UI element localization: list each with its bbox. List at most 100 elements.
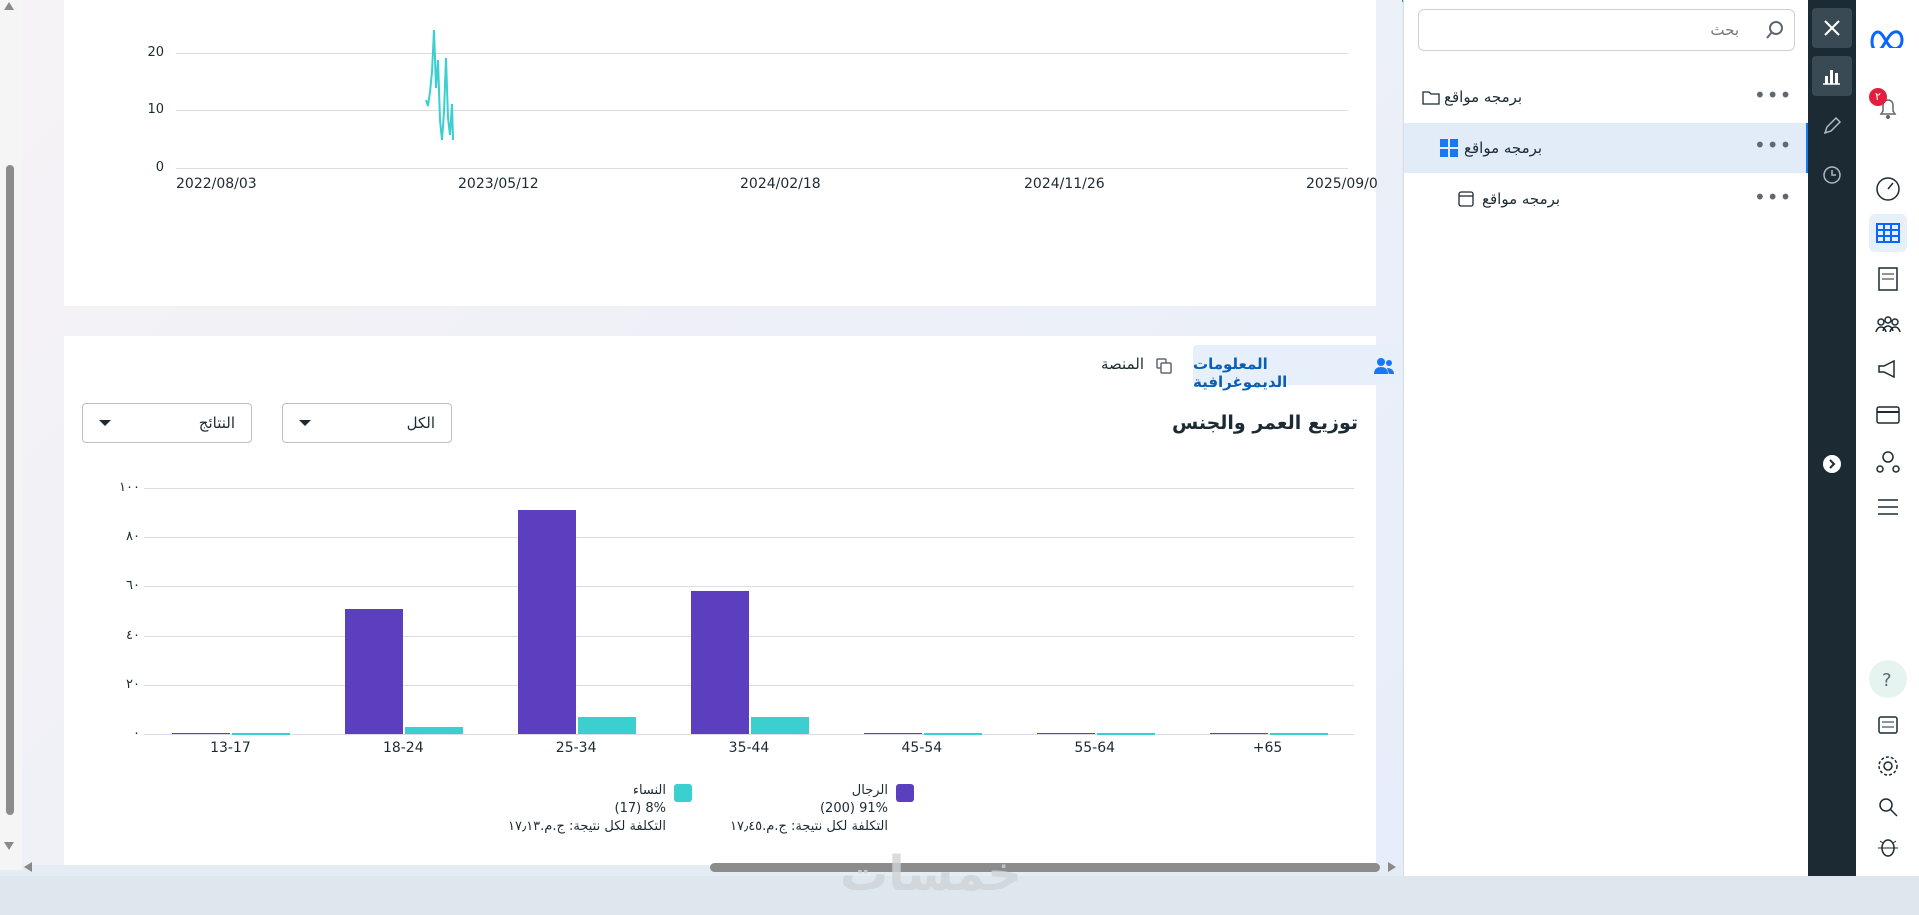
business-settings-button[interactable] (1869, 442, 1907, 480)
legend-share: 91% (200) (819, 801, 888, 816)
nav-item-campaign[interactable]: برمجه مواقع ••• (1404, 73, 1809, 123)
all-filter-dropdown[interactable]: الكل (282, 403, 452, 443)
news-button[interactable] (1869, 706, 1907, 744)
dropdown-value: النتائج (198, 414, 235, 432)
section-title: توزيع العمر والجنس (1171, 412, 1358, 434)
search-button[interactable] (1869, 788, 1907, 826)
bar-women-25-34[interactable] (578, 716, 637, 734)
ads-manager-button[interactable] (1869, 214, 1907, 252)
more-options-icon[interactable]: ••• (1754, 185, 1793, 209)
legend-men: الرجال 91% (200) التكلفة لكل نتيجة: ج.م.… (684, 782, 888, 836)
settings-button[interactable] (1869, 747, 1907, 785)
sessions-line (425, 29, 454, 141)
x-category-label: 13-17 (210, 740, 251, 756)
audiences-button[interactable] (1869, 306, 1907, 344)
nav-item-label: برمجه مواقع (1444, 88, 1523, 106)
x-category-label: 45-54 (901, 740, 943, 756)
tab-label: المعلومات الديموغرافية (1193, 355, 1288, 391)
scroll-left-arrow-icon[interactable] (24, 862, 32, 872)
more-options-icon[interactable]: ••• (1754, 83, 1793, 107)
vertical-scrollbar[interactable] (0, 0, 22, 870)
main-content: 20 10 0 2022/08/03 2023/05/12 2024/02/18… (22, 0, 1402, 865)
y-tick: ٨٠ (126, 529, 140, 545)
meta-logo-icon[interactable] (1868, 24, 1908, 48)
tool-bar (1808, 0, 1856, 876)
svg-text:?: ? (1882, 670, 1892, 691)
group-icon (1875, 316, 1901, 333)
charts-button[interactable] (1812, 56, 1852, 96)
bar-women-35-44[interactable] (751, 716, 809, 734)
x-tick: 2024/02/18 (740, 176, 821, 192)
x-category-label: 55-64 (1074, 740, 1116, 756)
report-bug-button[interactable] (1869, 828, 1907, 866)
gridline (176, 168, 1348, 169)
horizontal-scroll-thumb[interactable] (710, 863, 1380, 872)
y-tick: 10 (147, 102, 164, 117)
search-input[interactable] (1427, 16, 1741, 44)
bar-men-+65[interactable] (1209, 732, 1268, 735)
pages-button[interactable] (1869, 260, 1907, 298)
table-icon (1876, 223, 1900, 243)
y-tick: ١٠٠ (119, 480, 140, 495)
legend-cost: التكلفة لكل نتيجة: ج.م.١٧٫١٣ (508, 819, 666, 834)
watermark: خمسات (840, 846, 1022, 902)
help-button[interactable]: ? (1869, 660, 1907, 698)
gridline (176, 110, 1348, 111)
tab-demographics[interactable]: المعلومات الديموغرافية (1193, 345, 1402, 391)
billing-button[interactable] (1869, 396, 1907, 434)
more-options-icon[interactable]: ••• (1754, 133, 1793, 157)
close-button[interactable] (1812, 8, 1852, 48)
nav-item-adset[interactable]: برمجه مواقع ••• (1404, 123, 1809, 173)
notifications-button[interactable]: ٢ (1869, 88, 1907, 126)
expand-button[interactable] (1812, 444, 1852, 484)
scroll-up-arrow-icon[interactable] (4, 2, 14, 10)
history-button[interactable] (1812, 155, 1852, 195)
bar-women-+65[interactable] (1269, 733, 1328, 735)
legend-name: النساء (632, 783, 666, 798)
bar-men-18-24[interactable] (345, 608, 404, 734)
campaigns-button[interactable] (1869, 350, 1907, 388)
bar-men-35-44[interactable] (691, 591, 749, 734)
x-tick: 2022/08/03 (176, 176, 257, 192)
edit-button[interactable] (1812, 106, 1852, 146)
bar-men-45-54[interactable] (863, 732, 922, 735)
bar-men-13-17[interactable] (172, 732, 231, 735)
newspaper-icon (1878, 716, 1898, 734)
gridline (144, 586, 1354, 588)
dropdown-value: الكل (406, 414, 435, 432)
results-filter-dropdown[interactable]: النتائج (82, 403, 252, 443)
x-category-label: 18-24 (382, 740, 424, 756)
search-field[interactable] (1418, 9, 1795, 51)
scroll-thumb[interactable] (6, 165, 14, 815)
bar-chart-icon (1823, 70, 1840, 85)
nav-item-label: برمجه مواقع (1482, 190, 1561, 208)
all-tools-button[interactable] (1869, 488, 1907, 526)
campaign-nav-panel: برمجه مواقع ••• برمجه مواقع ••• برمجه مو… (1403, 0, 1809, 876)
clock-icon (1823, 166, 1841, 184)
bar-men-25-34[interactable] (518, 510, 577, 734)
horizontal-scrollbar[interactable] (22, 860, 1402, 873)
y-tick: 20 (147, 45, 164, 60)
people-icon (1374, 358, 1394, 374)
scroll-right-arrow-icon[interactable] (1388, 862, 1396, 872)
y-tick: ٦٠ (126, 578, 140, 594)
bottom-strip (0, 876, 1919, 915)
bar-women-45-54[interactable] (923, 733, 982, 735)
x-category-label: 25-34 (555, 740, 597, 756)
bar-men-55-64[interactable] (1036, 732, 1095, 735)
bug-icon (1878, 839, 1898, 857)
age-gender-bar-chart: ٠ ٢٠ ٤٠ ٦٠ ٨٠ ١٠٠ 13-17 18-24 25-34 35-44 45-54 55-… (64, 336, 1376, 865)
main-nav-rail: ٢ ? (1856, 0, 1919, 876)
tab-platform[interactable]: المنصة (1064, 345, 1184, 385)
bar-women-13-17[interactable] (232, 733, 291, 735)
bar-women-55-64[interactable] (1096, 733, 1155, 735)
grid-icon (1440, 139, 1458, 157)
scroll-down-arrow-icon[interactable] (4, 842, 14, 850)
network-icon (1876, 451, 1900, 473)
bar-women-18-24[interactable] (405, 726, 464, 734)
x-tick: 2024/11/26 (1024, 176, 1105, 192)
gridline (144, 635, 1354, 637)
dashboard-button[interactable] (1869, 170, 1907, 208)
nav-item-ad[interactable]: برمجه مواقع ••• (1404, 175, 1809, 225)
chevron-down-icon (99, 420, 111, 426)
